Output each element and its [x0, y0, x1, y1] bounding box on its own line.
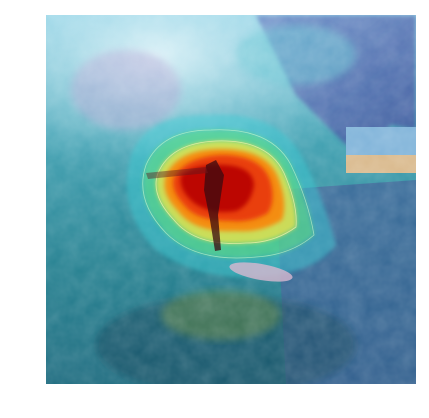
- surfer-silhouette: [146, 160, 224, 251]
- contour-line: [142, 129, 315, 259]
- surfboard: [229, 262, 293, 282]
- heatmap-overlay: [126, 114, 336, 278]
- heatmap-photo: [46, 15, 416, 384]
- contour-line: [155, 140, 297, 244]
- photo-svg: [46, 15, 416, 384]
